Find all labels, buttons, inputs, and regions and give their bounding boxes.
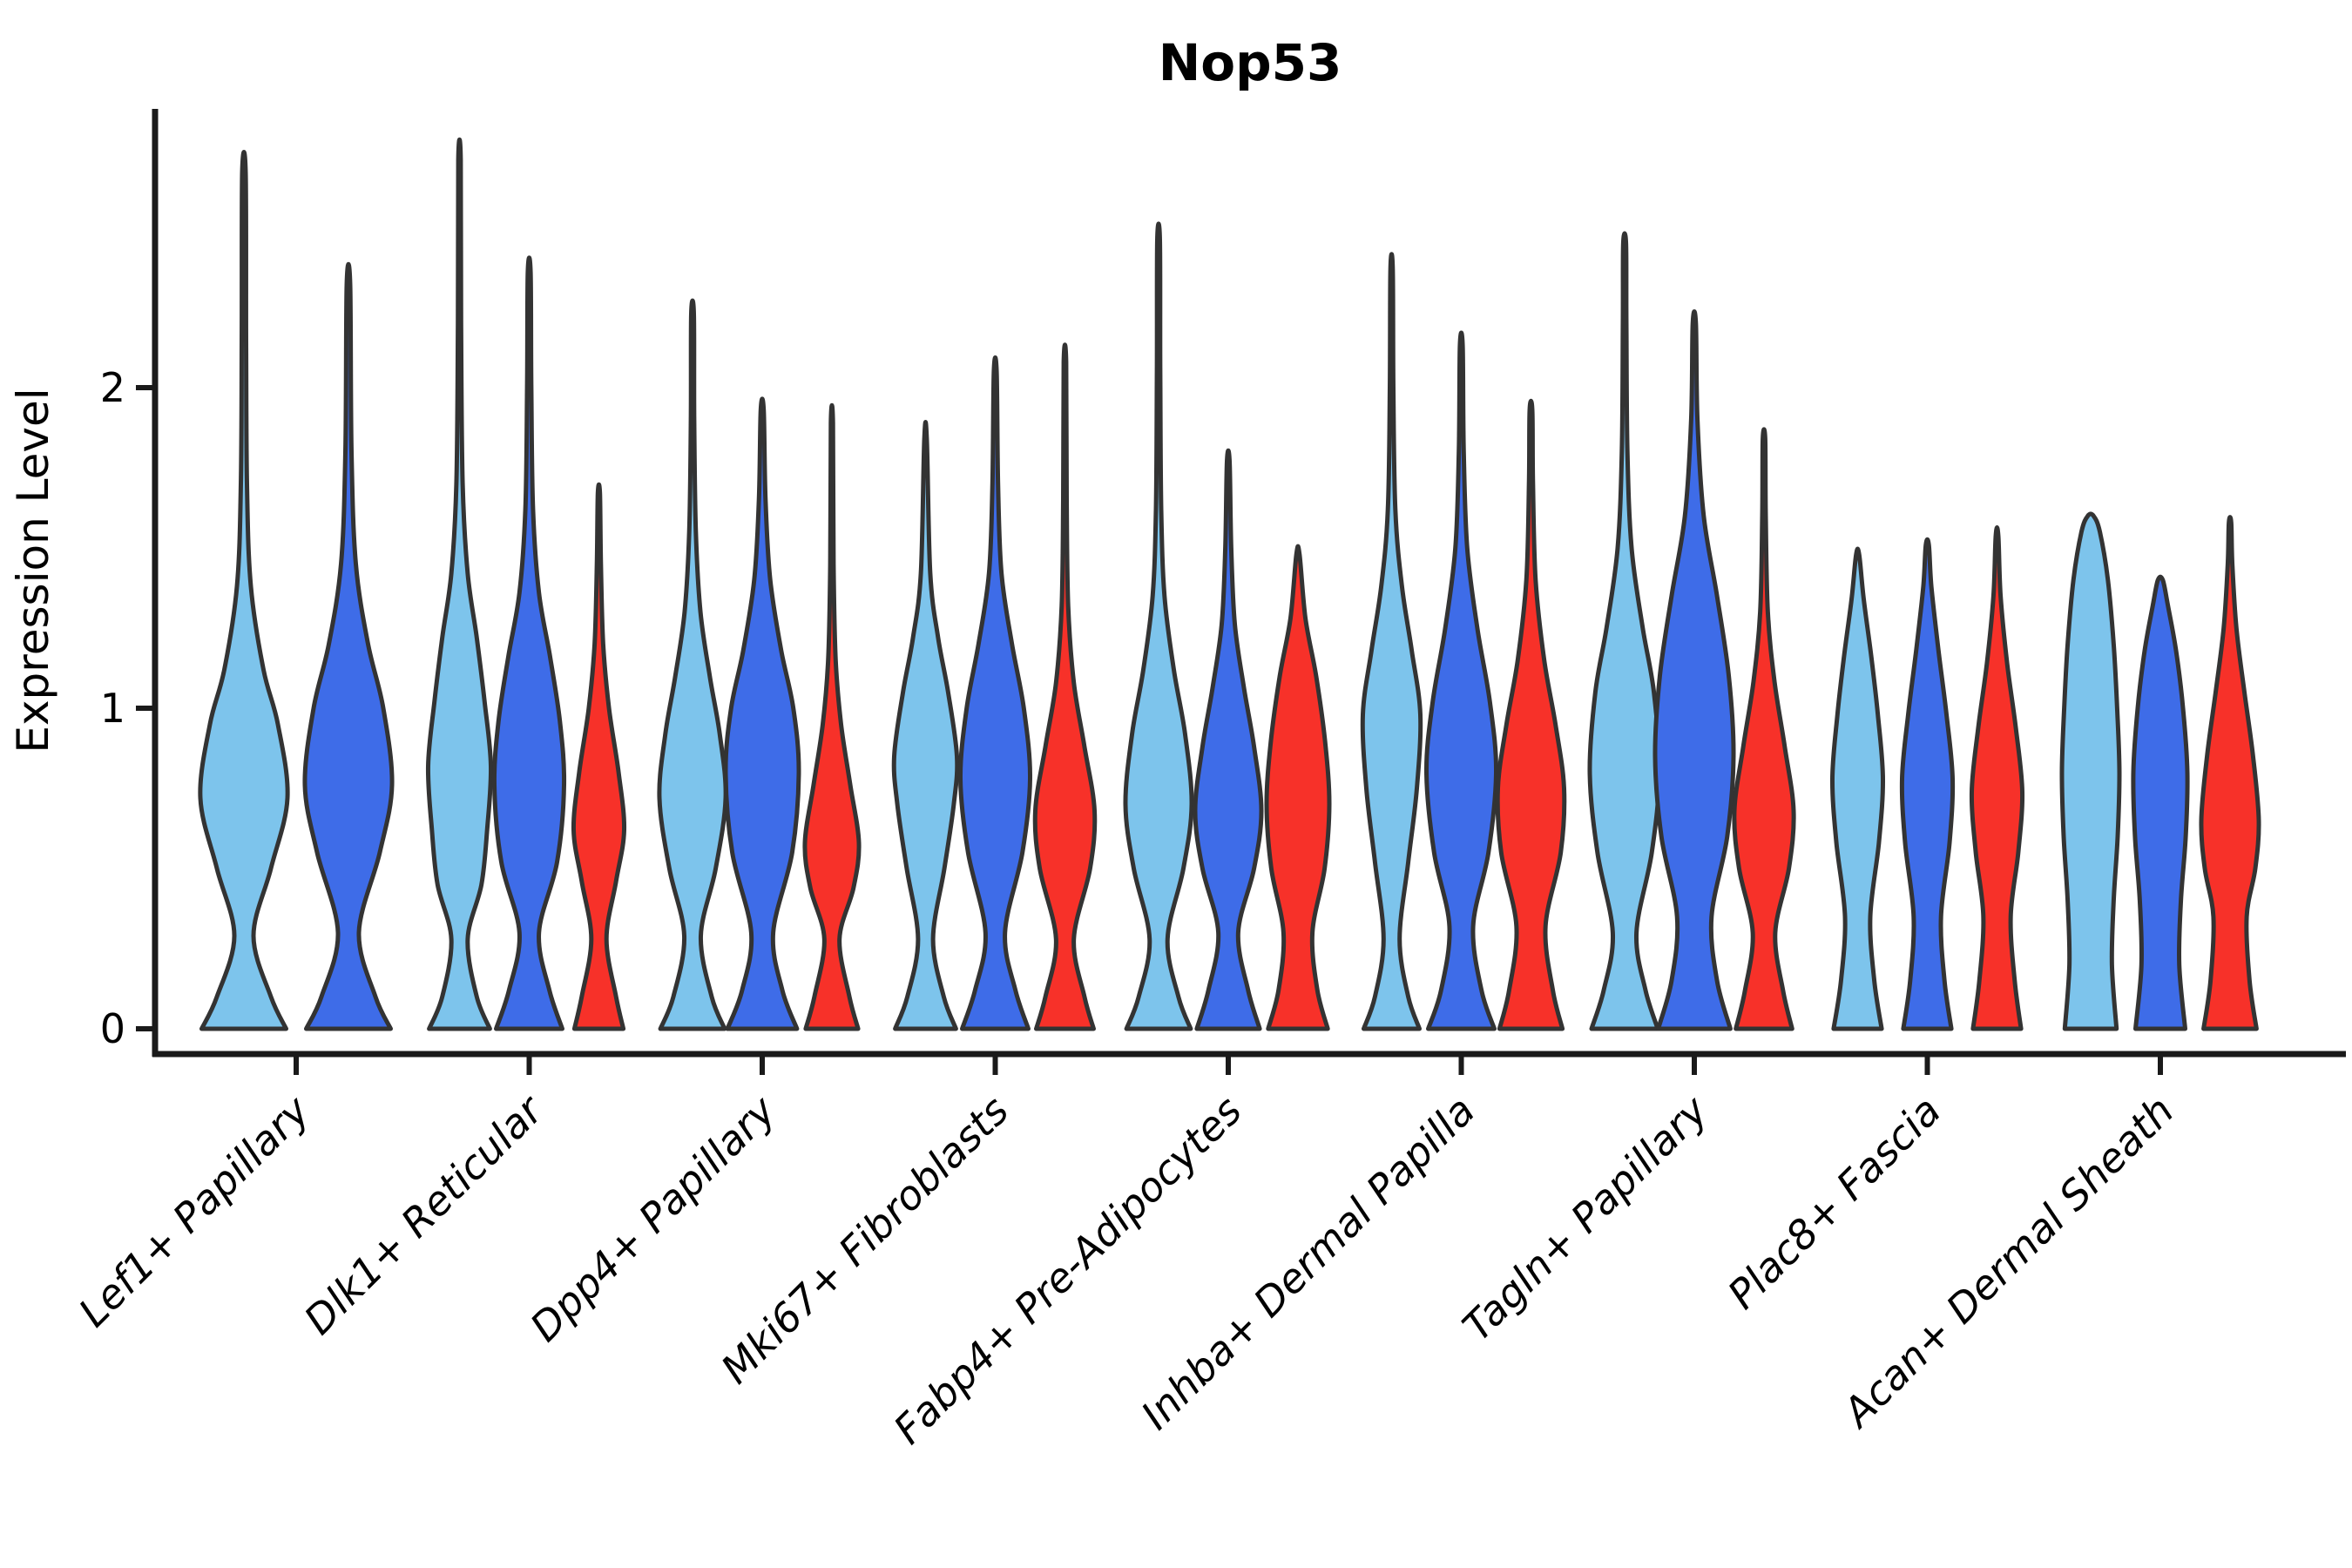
- violin-series_1: [2059, 511, 2122, 1031]
- violin-series_2: [1652, 309, 1736, 1031]
- violin-series_3: [802, 402, 862, 1031]
- violin-series_1: [198, 150, 290, 1031]
- violin-series_1: [1360, 252, 1423, 1031]
- violin-series_2: [491, 255, 567, 1031]
- y-tick-label: 1: [100, 685, 125, 732]
- violin-series_1: [891, 420, 960, 1031]
- violin-series_2: [1193, 448, 1264, 1031]
- y-tick-label: 0: [100, 1005, 125, 1052]
- violin-series_2: [2131, 574, 2190, 1031]
- violin-series_2: [1899, 537, 1956, 1031]
- violin-series_1: [1829, 546, 1886, 1031]
- violin-series_3: [1495, 398, 1567, 1031]
- chart-title: Nop53: [1159, 33, 1342, 92]
- y-tick-label: 2: [100, 364, 125, 411]
- violin-series_1: [657, 298, 728, 1031]
- violin-series_3: [1264, 544, 1332, 1031]
- violin-series_2: [723, 396, 801, 1031]
- violin-series_3: [571, 482, 627, 1031]
- violin-series_3: [1732, 427, 1796, 1031]
- violin-series_2: [957, 355, 1033, 1031]
- violin-series_1: [425, 138, 494, 1031]
- violins-layer: [198, 138, 2261, 1031]
- violin-series_2: [302, 262, 395, 1031]
- y-axis-label: Expression Level: [8, 388, 58, 753]
- violin-series_3: [1032, 342, 1098, 1031]
- violin-series_1: [1123, 221, 1194, 1031]
- violin-series_2: [1423, 330, 1499, 1031]
- violin-series_3: [1969, 525, 2025, 1031]
- violin-series_3: [2199, 515, 2261, 1031]
